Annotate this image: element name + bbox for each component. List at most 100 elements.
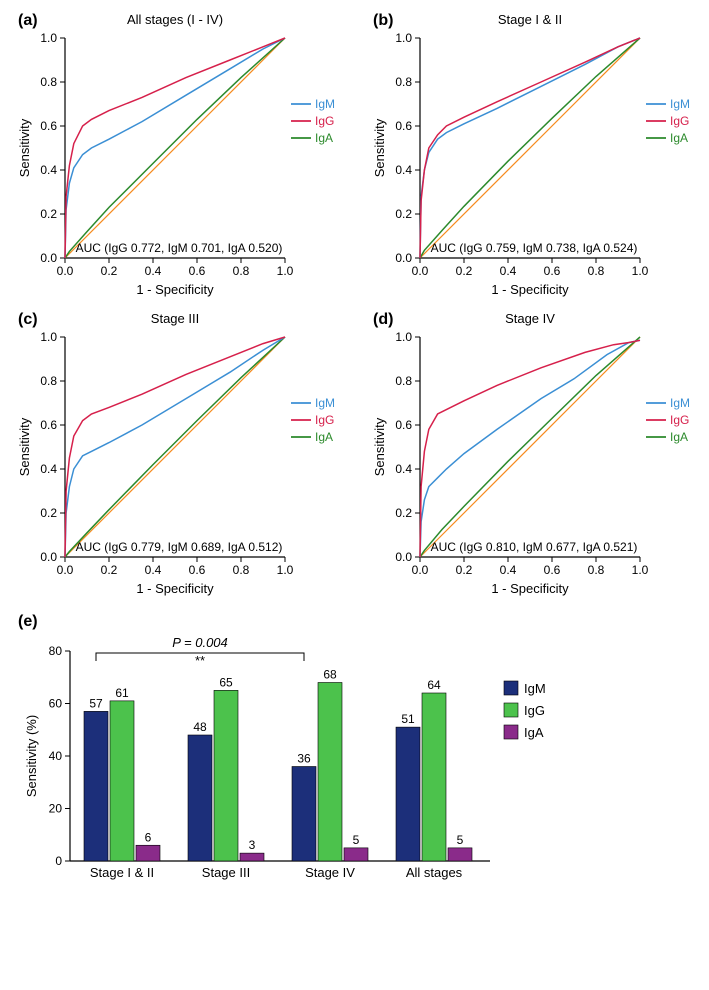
svg-text:64: 64: [427, 678, 441, 692]
svg-text:40: 40: [49, 749, 63, 763]
svg-text:IgA: IgA: [670, 131, 688, 145]
svg-text:0.2: 0.2: [101, 264, 118, 278]
svg-text:1.0: 1.0: [40, 31, 57, 45]
roc-a: All stages (I - IV)0.00.00.20.20.40.40.6…: [10, 10, 365, 304]
svg-text:0.8: 0.8: [233, 563, 250, 577]
svg-text:0.2: 0.2: [40, 506, 57, 520]
svg-text:0.6: 0.6: [40, 119, 57, 133]
svg-text:IgG: IgG: [670, 114, 689, 128]
svg-text:0.8: 0.8: [40, 374, 57, 388]
svg-text:57: 57: [89, 696, 103, 710]
svg-text:IgG: IgG: [315, 413, 334, 427]
svg-text:IgM: IgM: [670, 97, 690, 111]
svg-text:68: 68: [323, 668, 337, 682]
svg-text:0.0: 0.0: [40, 251, 57, 265]
svg-text:1.0: 1.0: [632, 264, 649, 278]
svg-text:IgG: IgG: [524, 703, 545, 718]
svg-text:3: 3: [249, 838, 256, 852]
panel-c: (c) Stage III 0.00.0 0.2 0.2 0.4 0.4 0.6 0.6 0.8…: [10, 309, 365, 603]
svg-text:48: 48: [193, 720, 207, 734]
svg-text:0.2: 0.2: [40, 207, 57, 221]
svg-text:0.0: 0.0: [412, 264, 429, 278]
svg-text:0.0: 0.0: [395, 550, 412, 564]
svg-text:5: 5: [353, 833, 360, 847]
svg-text:0.2: 0.2: [395, 207, 412, 221]
roc-b: Stage I & II0.00.00.20.20.40.40.60.60.80…: [365, 10, 709, 304]
svg-text:Stage IV: Stage IV: [505, 311, 555, 326]
svg-text:1 - Specificity: 1 - Specificity: [136, 581, 214, 596]
svg-text:0.6: 0.6: [189, 264, 206, 278]
svg-text:IgM: IgM: [315, 97, 335, 111]
svg-text:0.2: 0.2: [101, 563, 118, 577]
svg-text:All stages: All stages: [406, 865, 463, 880]
svg-text:0.6: 0.6: [40, 418, 57, 432]
svg-text:IgG: IgG: [315, 114, 334, 128]
svg-text:1 - Specificity: 1 - Specificity: [491, 282, 569, 297]
roc-c: Stage III 0.00.0 0.2 0.2 0.4 0.4 0.6 0.6 0.8 0.8 1…: [10, 309, 365, 603]
svg-text:Stage I & II: Stage I & II: [90, 865, 154, 880]
svg-text:0.8: 0.8: [395, 374, 412, 388]
svg-text:IgA: IgA: [524, 725, 544, 740]
svg-text:AUC (IgG 0.779, IgM 0.689, IgA: AUC (IgG 0.779, IgM 0.689, IgA 0.512): [76, 540, 283, 554]
bar-chart: 020406080Sensitivity (%)57616Stage I & I…: [10, 611, 610, 901]
svg-text:AUC (IgG 0.810, IgM 0.677, IgA: AUC (IgG 0.810, IgM 0.677, IgA 0.521): [431, 540, 638, 554]
svg-text:0.4: 0.4: [145, 563, 162, 577]
panel-a: (a) All stages (I - IV)0.00.00.20.20.40.…: [10, 10, 365, 304]
svg-text:0.4: 0.4: [40, 462, 57, 476]
svg-text:Sensitivity: Sensitivity: [372, 118, 387, 177]
svg-text:1.0: 1.0: [632, 563, 649, 577]
svg-text:1.0: 1.0: [395, 330, 412, 344]
svg-text:0.4: 0.4: [500, 563, 517, 577]
svg-text:1 - Specificity: 1 - Specificity: [136, 282, 214, 297]
panel-b: (b) Stage I & II0.00.00.20.20.40.40.60.6…: [365, 10, 709, 304]
svg-text:IgM: IgM: [524, 681, 546, 696]
svg-text:65: 65: [219, 675, 233, 689]
svg-text:P = 0.004: P = 0.004: [172, 635, 228, 650]
svg-text:20: 20: [49, 802, 63, 816]
svg-text:0.2: 0.2: [456, 563, 473, 577]
roc-grid: (a) All stages (I - IV)0.00.00.20.20.40.…: [10, 10, 699, 603]
svg-text:IgA: IgA: [315, 430, 333, 444]
svg-text:1.0: 1.0: [395, 31, 412, 45]
svg-text:**: **: [195, 653, 205, 668]
panel-label-b: (b): [373, 12, 393, 30]
svg-text:1.0: 1.0: [277, 563, 294, 577]
svg-text:0.2: 0.2: [395, 506, 412, 520]
svg-text:AUC (IgG 0.772, IgM 0.701, IgA: AUC (IgG 0.772, IgM 0.701, IgA 0.520): [76, 241, 283, 255]
svg-text:0.4: 0.4: [395, 462, 412, 476]
roc-d: Stage IV 0.00.0 0.2 0.2 0.4 0.4 0.6 0.6 0.8 0.8 1.…: [365, 309, 709, 603]
panel-label-d: (d): [373, 311, 393, 329]
svg-text:0.8: 0.8: [588, 264, 605, 278]
svg-text:0.6: 0.6: [189, 563, 206, 577]
svg-text:0.4: 0.4: [40, 163, 57, 177]
svg-text:1 - Specificity: 1 - Specificity: [491, 581, 569, 596]
svg-text:Sensitivity: Sensitivity: [372, 417, 387, 476]
svg-text:IgA: IgA: [670, 430, 688, 444]
svg-text:Stage I & II: Stage I & II: [498, 12, 562, 27]
svg-text:IgA: IgA: [315, 131, 333, 145]
svg-text:1.0: 1.0: [40, 330, 57, 344]
panel-label-c: (c): [18, 311, 38, 329]
svg-text:0.0: 0.0: [412, 563, 429, 577]
svg-text:0: 0: [55, 854, 62, 868]
svg-text:0.6: 0.6: [544, 264, 561, 278]
svg-text:5: 5: [457, 833, 464, 847]
svg-text:0.0: 0.0: [395, 251, 412, 265]
svg-text:0.6: 0.6: [544, 563, 561, 577]
panel-label-e: (e): [18, 613, 38, 631]
svg-text:AUC (IgG 0.759, IgM 0.738, IgA: AUC (IgG 0.759, IgM 0.738, IgA 0.524): [431, 241, 638, 255]
svg-text:Sensitivity: Sensitivity: [17, 118, 32, 177]
svg-text:1.0: 1.0: [277, 264, 294, 278]
svg-text:0.0: 0.0: [40, 550, 57, 564]
svg-text:61: 61: [115, 686, 129, 700]
svg-text:0.0: 0.0: [57, 563, 74, 577]
panel-d: (d) Stage IV 0.00.0 0.2 0.2 0.4 0.4 0.6 0.6 0.8 0…: [365, 309, 709, 603]
svg-text:Stage III: Stage III: [151, 311, 199, 326]
panel-label-a: (a): [18, 12, 38, 30]
svg-text:80: 80: [49, 644, 63, 658]
svg-text:Sensitivity: Sensitivity: [17, 417, 32, 476]
svg-text:0.6: 0.6: [395, 418, 412, 432]
svg-text:0.8: 0.8: [233, 264, 250, 278]
svg-text:0.8: 0.8: [588, 563, 605, 577]
panel-e: (e) 020406080Sensitivity (%)57616Stage I…: [10, 611, 699, 901]
